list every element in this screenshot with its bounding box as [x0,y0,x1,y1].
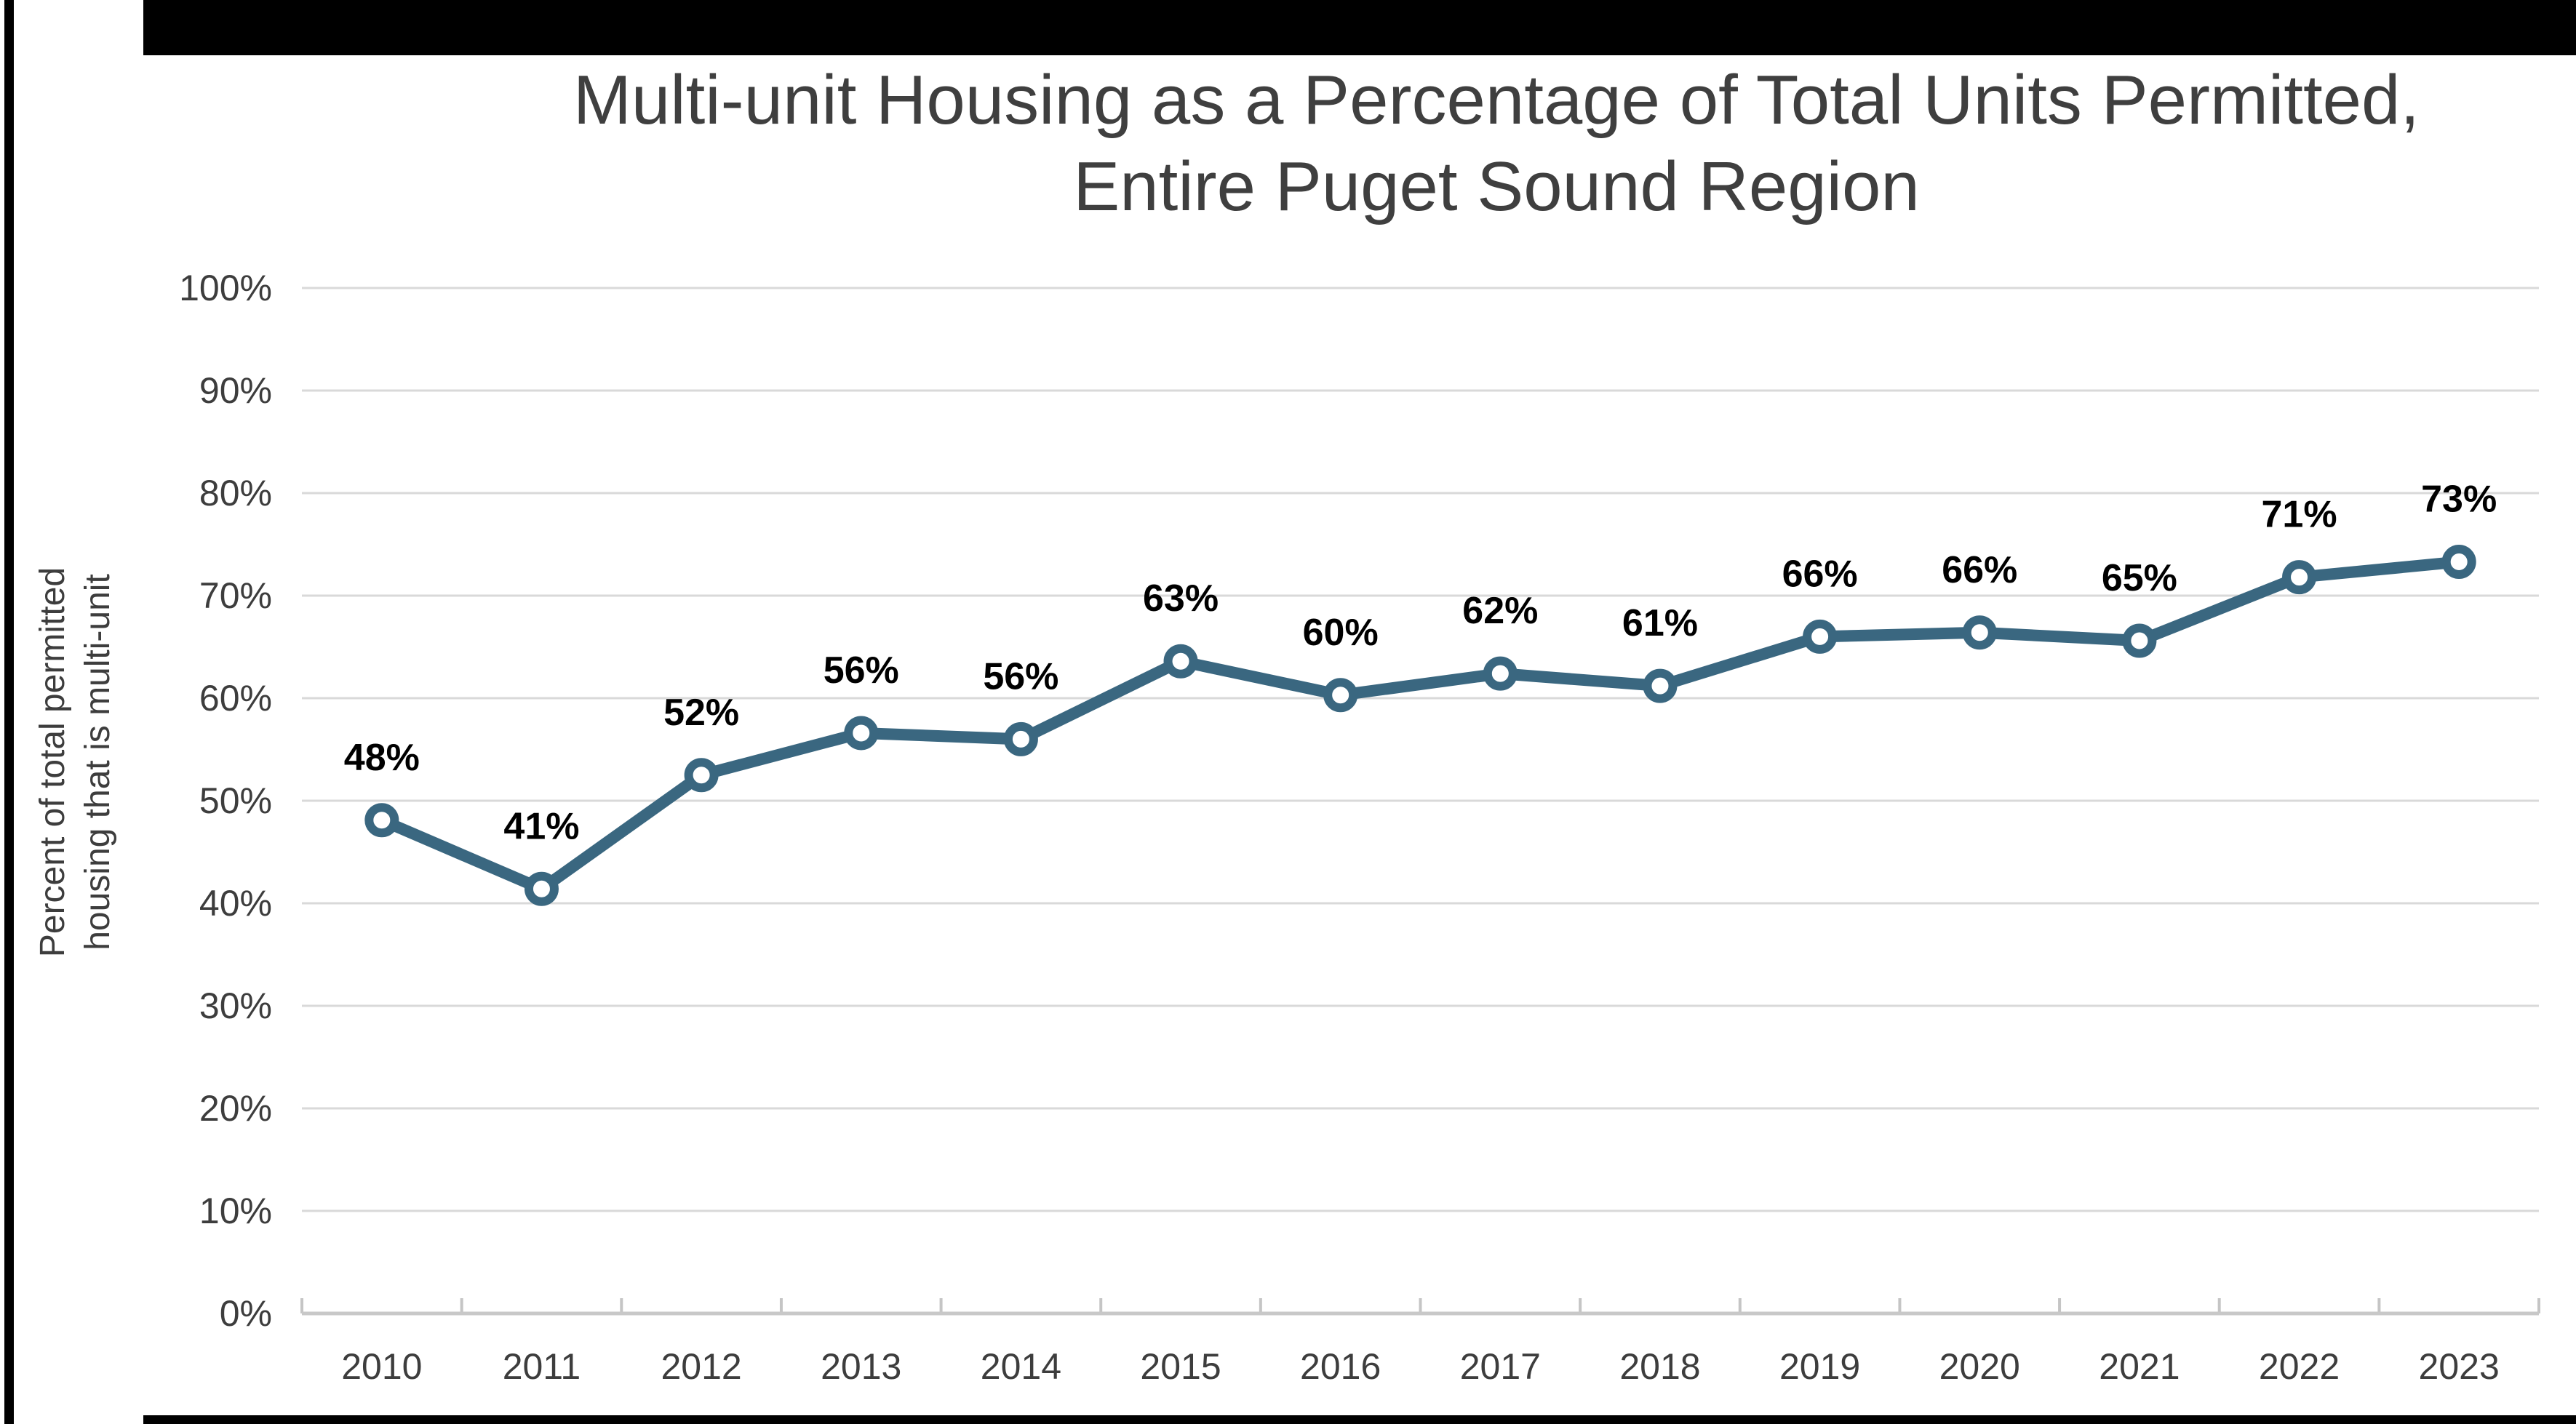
y-axis-tick-label: 50% [199,780,272,821]
x-axis-tick-label: 2015 [1140,1346,1221,1387]
y-axis-tick-label: 70% [199,575,272,616]
y-axis-tick-label: 30% [199,985,272,1026]
y-axis-tick-label: 90% [199,370,272,411]
y-axis-tick-label: 60% [199,678,272,719]
data-point-marker [524,871,559,906]
data-point-label: 61% [1622,602,1698,644]
data-point-marker [2282,560,2317,595]
data-point-label: 60% [1303,612,1379,654]
x-axis-tick-label: 2013 [821,1346,901,1387]
data-point-marker [1643,668,1678,703]
x-axis-tick-label: 2016 [1300,1346,1381,1387]
x-axis-tick-label: 2019 [1779,1346,1860,1387]
data-point-marker [2122,623,2157,658]
x-axis-tick-label: 2020 [1939,1346,2020,1387]
data-point-label: 66% [1782,553,1858,595]
data-point-marker [684,758,719,793]
x-axis-tick-label: 2017 [1460,1346,1541,1387]
chart-title-line-2: Entire Puget Sound Region [1073,148,1920,225]
data-point-marker [1483,656,1518,691]
data-point-marker [1803,619,1838,654]
y-axis-tick-label: 20% [199,1088,272,1129]
data-point-marker [844,716,879,751]
data-point-label: 48% [344,737,420,779]
data-point-label: 56% [983,655,1058,697]
data-point-label: 52% [663,692,739,734]
x-axis-tick-label: 2014 [981,1346,1061,1387]
bottom-border-bar [143,1415,2576,1424]
data-point-label: 71% [2261,494,2337,536]
x-axis-tick-label: 2010 [341,1346,422,1387]
data-point-label: 66% [1942,549,2017,591]
data-point-marker [364,803,399,838]
x-axis-tick-label: 2021 [2099,1346,2180,1387]
data-point-marker [1962,615,1997,650]
x-axis-tick-label: 2012 [661,1346,741,1387]
data-point-label: 73% [2421,478,2497,520]
chart-title: Multi-unit Housing as a Percentage of To… [405,57,2576,230]
data-point-marker [1323,678,1358,713]
y-axis-tick-label: 10% [199,1191,272,1231]
x-axis-tick-label: 2022 [2259,1346,2340,1387]
data-point-marker [1163,644,1198,679]
y-axis-tick-label: 80% [199,473,272,513]
x-axis-tick-label: 2023 [2419,1346,2500,1387]
data-point-label: 62% [1462,590,1538,632]
series-line [375,556,2465,895]
top-border-bar [143,0,2576,55]
y-axis-tick-label: 100% [179,268,272,308]
data-point-label: 56% [824,649,899,692]
y-axis-tick-label: 40% [199,883,272,924]
data-point-marker [1003,721,1038,756]
data-point-label: 41% [503,805,579,847]
data-point-label: 63% [1143,577,1219,620]
data-point-marker [2441,544,2476,579]
data-point-label: 65% [2102,557,2177,599]
x-axis-tick-label: 2018 [1619,1346,1700,1387]
x-axis-tick-label: 2011 [503,1346,581,1387]
y-axis-tick-label: 0% [220,1293,272,1334]
chart-title-line-1: Multi-unit Housing as a Percentage of To… [573,61,2420,139]
left-border-bar [4,0,14,1424]
